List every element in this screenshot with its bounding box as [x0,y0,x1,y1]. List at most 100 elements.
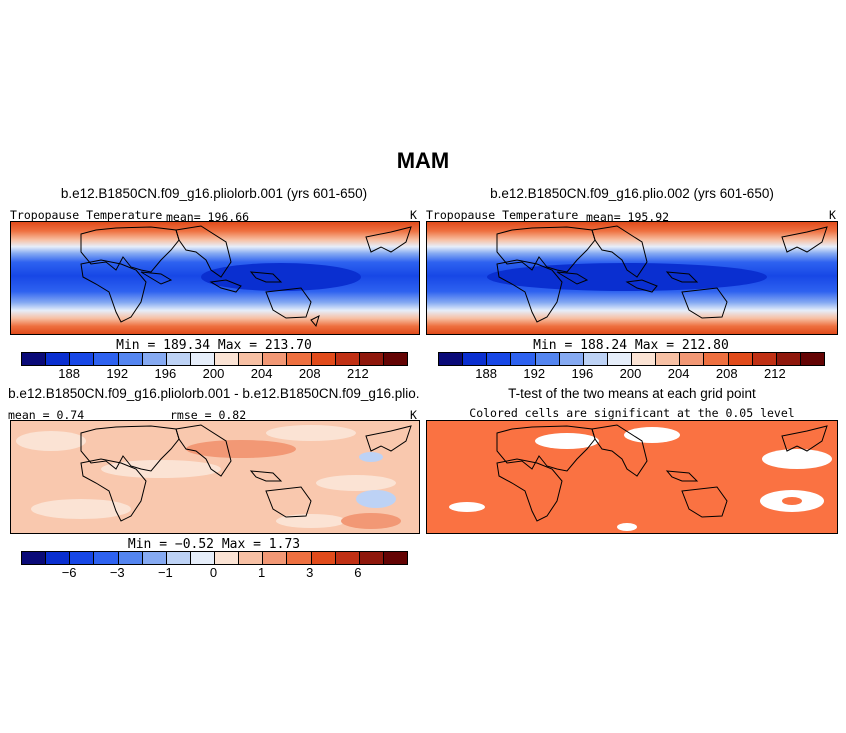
panel1-variable-label: Tropopause Temperature [10,208,163,222]
colorbar-swatch-2 [487,353,512,365]
colorbar-swatch-1 [46,353,71,365]
panel2-minmax: Min = 188.24 Max = 212.80 [533,338,729,353]
colorbar-swatch-15 [383,353,407,365]
panel1-minmax: Min = 189.34 Max = 213.70 [116,338,312,353]
panel4-subtitle: Colored cells are significant at the 0.0… [469,406,795,420]
panel2-variable-label: Tropopause Temperature [426,208,579,222]
panel3-warm-patches [186,440,401,529]
colorbar-tick-label: 192 [523,366,546,381]
colorbar-swatch-2 [70,552,95,564]
colorbar-swatch-13 [335,353,360,365]
panel3-mean-label: mean = 0.74 [8,408,85,422]
panel3-units-label: K [410,408,417,422]
colorbar-swatch-11 [287,552,312,564]
colorbar-swatch-1 [46,552,71,564]
panel2-colorbar [438,352,825,366]
panel1-cold-core [201,263,361,291]
colorbar-swatch-5 [142,353,167,365]
colorbar-swatch-1 [463,353,488,365]
colorbar-swatch-10 [263,552,288,564]
panel2-units-label: K [829,208,836,222]
colorbar-tick-label: 6 [354,565,362,580]
colorbar-swatch-14 [776,353,801,365]
colorbar-swatch-11 [704,353,729,365]
colorbar-swatch-11 [287,353,312,365]
panel4-title: T-test of the two means at each grid poi… [508,386,756,401]
colorbar-swatch-12 [311,353,336,365]
colorbar-swatch-6 [583,353,608,365]
panel2-mean-label: mean= 195.92 [586,210,670,224]
panel2-title: b.e12.B1850CN.f09_g16.plio.002 (yrs 601-… [490,186,774,201]
panel3-rmse-label: rmse = 0.82 [170,408,247,422]
colorbar-swatch-8 [215,353,240,365]
colorbar-swatch-12 [311,552,336,564]
colorbar-swatch-0 [439,353,464,365]
colorbar-swatch-9 [656,353,681,365]
colorbar-swatch-10 [263,353,288,365]
colorbar-tick-label: −3 [109,565,125,580]
colorbar-swatch-7 [190,353,215,365]
panel3-colorbar [21,551,408,565]
colorbar-tick-label: −6 [61,565,77,580]
colorbar-tick-label: 0 [209,565,218,580]
panel4-coastlines [496,424,828,522]
colorbar-swatch-13 [335,552,360,564]
colorbar-tick-label: 204 [250,366,273,381]
panel3-title-clip: b.e12.B1850CN.f09_g16.pliolorb.001 - b.e… [0,386,420,404]
colorbar-tick-label: −1 [157,565,173,580]
panel4-map-canvas [427,421,837,533]
panel2-coastlines [496,225,828,323]
colorbar-swatch-14 [359,353,384,365]
colorbar-tick-label: 208 [298,366,321,381]
panel3-coastlines [80,424,412,522]
panel1-map [10,221,420,335]
colorbar-tick-label: 196 [571,366,594,381]
colorbar-swatch-0 [22,353,47,365]
colorbar-tick-label: 3 [306,565,314,580]
colorbar-swatch-9 [239,552,264,564]
colorbar-swatch-8 [215,552,240,564]
panel4-map [426,420,838,534]
colorbar-swatch-6 [166,353,191,365]
colorbar-tick-label: 188 [475,366,497,381]
colorbar-tick-label: 1 [258,565,266,580]
panel3-cool-patches [356,452,396,508]
panel1-colorbar [21,352,408,366]
colorbar-swatch-0 [22,552,47,564]
panel3-map [10,420,420,534]
colorbar-swatch-6 [166,552,191,564]
colorbar-swatch-12 [728,353,753,365]
panel3-minmax: Min = −0.52 Max = 1.73 [127,537,301,552]
colorbar-tick-label: 200 [202,366,225,381]
colorbar-swatch-5 [559,353,584,365]
colorbar-swatch-13 [752,353,777,365]
colorbar-swatch-2 [70,353,95,365]
colorbar-swatch-4 [535,353,560,365]
panel1-mean-label: mean= 196.66 [166,210,250,224]
panel2-map [426,221,838,335]
panel4-significant-ring-center [782,497,802,505]
colorbar-swatch-3 [94,353,119,365]
panel1-units-label: K [410,208,417,222]
colorbar-swatch-4 [118,552,143,564]
panel2-map-canvas [427,222,837,334]
colorbar-tick-label: 192 [106,366,129,381]
panel3-title: b.e12.B1850CN.f09_g16.pliolorb.001 - b.e… [8,386,420,401]
colorbar-tick-label: 200 [619,366,642,381]
panel3-colorbar-labels: −6 −3 −1 0 1 3 6 [21,565,406,581]
colorbar-swatch-14 [359,552,384,564]
colorbar-tick-label: 196 [154,366,177,381]
colorbar-tick-label: 212 [347,366,369,381]
colorbar-tick-label: 188 [58,366,80,381]
panel1-title: b.e12.B1850CN.f09_g16.pliolorb.001 (yrs … [60,186,368,201]
colorbar-swatch-10 [680,353,705,365]
colorbar-tick-label: 212 [764,366,786,381]
panel3-map-canvas [11,421,419,533]
colorbar-tick-label: 204 [667,366,690,381]
panel2-colorbar-labels: 188 192 196 200 204 208 212 [438,366,823,382]
colorbar-swatch-8 [632,353,657,365]
colorbar-swatch-3 [94,552,119,564]
colorbar-swatch-15 [383,552,407,564]
panel1-coastlines [80,225,412,328]
panel1-colorbar-labels: 188 192 196 200 204 208 212 [21,366,406,382]
